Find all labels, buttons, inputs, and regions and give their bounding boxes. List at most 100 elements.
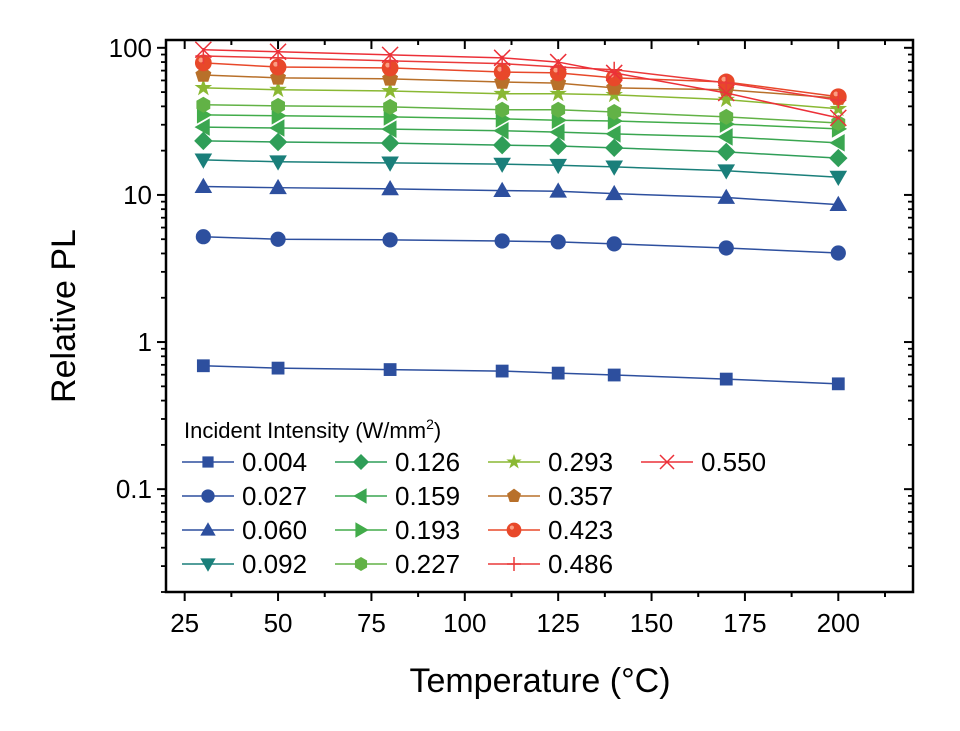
plot-marks [194, 41, 848, 391]
y-tick-label: 100 [109, 33, 152, 63]
data-point [829, 109, 847, 127]
data-point [605, 64, 623, 82]
data-point [607, 368, 621, 382]
y-tick-label: 10 [123, 180, 152, 210]
data-point [493, 121, 509, 140]
data-point [550, 234, 566, 250]
data-point [493, 181, 511, 198]
data-point [194, 118, 210, 136]
data-point-highlight [497, 66, 503, 72]
data-point [381, 120, 397, 138]
data-point [268, 132, 288, 152]
series-line [203, 87, 839, 110]
data-point [195, 229, 211, 245]
legend-item: 0.486 [488, 549, 613, 579]
data-point [606, 61, 623, 78]
data-point-highlight [553, 67, 559, 73]
legend-marker-highlight [509, 525, 514, 530]
series-0.550 [194, 41, 847, 127]
x-tick-label: 75 [357, 608, 386, 638]
x-tick-label: 200 [817, 608, 860, 638]
legend-marker [507, 488, 521, 502]
legend-label: 0.159 [395, 481, 460, 511]
data-point [549, 123, 565, 141]
legend-marker [202, 456, 214, 468]
legend-item: 0.423 [488, 515, 613, 545]
legend-item: 0.193 [335, 515, 460, 545]
legend-title-end: ) [434, 418, 441, 443]
data-point-highlight [721, 76, 727, 82]
y-tick-label: 1 [138, 327, 152, 357]
data-point [195, 66, 212, 82]
x-tick-label: 150 [630, 608, 673, 638]
legend-label: 0.126 [395, 447, 460, 477]
x-tick-label: 125 [536, 608, 579, 638]
legend-marker [353, 488, 367, 504]
legend-title-text: Incident Intensity (W/mm [184, 418, 426, 443]
series-line [203, 126, 839, 144]
series-line [203, 55, 839, 102]
legend: Incident Intensity (W/mm2) 0.004 0.027 0.0… [182, 416, 766, 579]
y-axis-title: Relative PL [45, 229, 83, 403]
data-point-highlight [273, 61, 279, 67]
series-0.004 [196, 359, 845, 391]
series-line [203, 114, 839, 130]
data-point [829, 170, 848, 186]
data-point [549, 84, 567, 102]
legend-title: Incident Intensity (W/mm2) [184, 416, 441, 443]
data-point [717, 188, 736, 204]
legend-item: 0.550 [641, 447, 766, 477]
data-point [493, 157, 511, 173]
legend-marker [200, 522, 216, 536]
data-point [719, 108, 734, 125]
x-tick-label: 25 [170, 608, 199, 638]
x-axis-title: Temperature (°C) [409, 662, 670, 700]
data-point-highlight [198, 57, 204, 63]
legend-item: 0.092 [182, 549, 307, 579]
legend-marker [201, 489, 215, 503]
series-line [203, 235, 839, 254]
series-line [203, 140, 839, 159]
series-0.126 [194, 131, 848, 168]
series-line [203, 185, 839, 206]
legend-label: 0.423 [548, 515, 613, 545]
data-point [549, 182, 567, 198]
data-point [271, 361, 285, 375]
data-point [493, 49, 511, 67]
legend-label: 0.193 [395, 515, 460, 545]
data-point [269, 155, 287, 171]
data-point [719, 372, 733, 386]
plot-frame [164, 38, 915, 594]
data-point [381, 156, 399, 172]
legend-marker [507, 557, 521, 571]
data-point [271, 97, 285, 114]
x-tick-label: 175 [723, 608, 766, 638]
data-point [381, 81, 399, 99]
data-point [605, 184, 623, 201]
data-point [606, 236, 622, 252]
data-point [549, 53, 567, 71]
data-point [605, 125, 621, 143]
data-point [607, 104, 622, 121]
series-line [203, 104, 839, 124]
legend-item: 0.060 [182, 515, 307, 545]
x-tick-label: 50 [264, 608, 293, 638]
data-point [548, 136, 568, 156]
legend-item: 0.227 [335, 549, 460, 579]
legend-item: 0.159 [335, 481, 460, 511]
data-point [194, 177, 213, 193]
data-point [717, 90, 735, 108]
data-point [492, 135, 512, 155]
legend-marker [352, 453, 370, 471]
legend-marker [506, 522, 522, 538]
data-point-highlight [385, 62, 391, 68]
series-0.227 [196, 96, 846, 132]
axes: 25 50 75 100 125 150 175 200 0.1 1 10 100 [109, 33, 913, 638]
legend-label: 0.357 [548, 481, 613, 511]
series-line [203, 159, 839, 178]
series-0.193 [196, 106, 848, 138]
data-point [269, 80, 287, 98]
data-point [194, 131, 213, 151]
data-point [829, 195, 848, 211]
